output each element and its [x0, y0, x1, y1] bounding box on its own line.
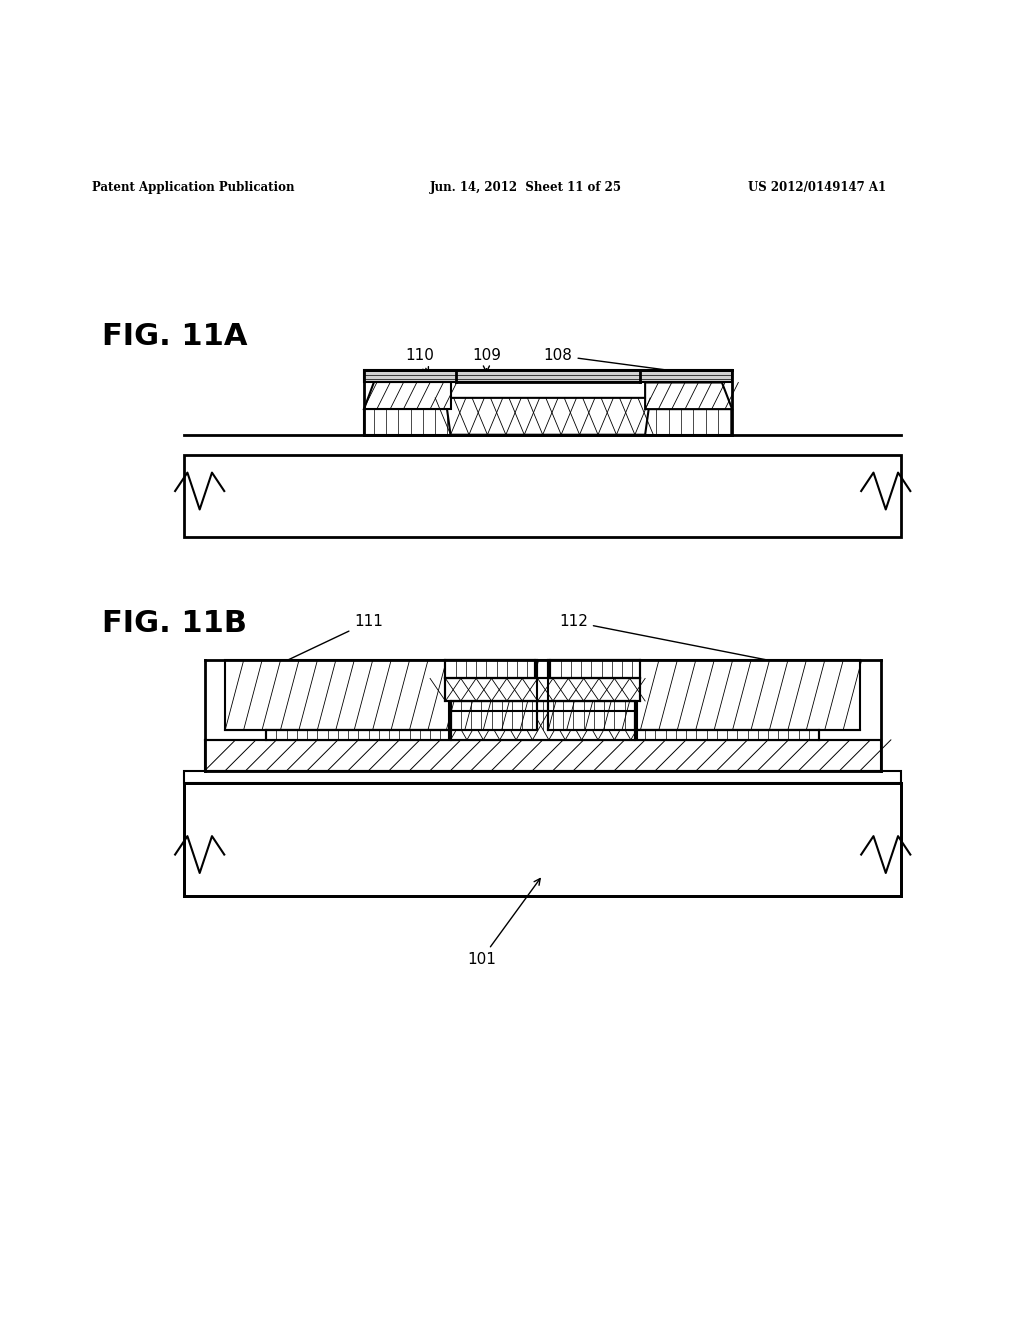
Bar [225, 660, 538, 730]
Bar [205, 741, 881, 771]
Bar [184, 771, 901, 783]
Polygon shape [364, 383, 451, 409]
Text: 108: 108 [544, 348, 718, 379]
Text: US 2012/0149147 A1: US 2012/0149147 A1 [748, 181, 886, 194]
Bar [364, 370, 732, 383]
Bar [364, 409, 732, 434]
FancyBboxPatch shape [184, 455, 901, 537]
Text: 109: 109 [472, 348, 501, 372]
Bar [184, 783, 901, 895]
Polygon shape [266, 701, 819, 741]
Bar [551, 660, 640, 678]
Bar [445, 678, 640, 701]
Text: 111: 111 [270, 614, 383, 668]
Polygon shape [645, 383, 732, 409]
Text: FIG. 11A: FIG. 11A [102, 322, 248, 351]
Text: 101: 101 [467, 879, 541, 966]
Bar [445, 660, 536, 678]
Bar [549, 660, 860, 730]
Text: Patent Application Publication: Patent Application Publication [92, 181, 295, 194]
Text: 110: 110 [406, 348, 434, 374]
Text: FIG. 11B: FIG. 11B [102, 609, 248, 638]
Bar [451, 711, 635, 741]
Text: Jun. 14, 2012  Sheet 11 of 25: Jun. 14, 2012 Sheet 11 of 25 [430, 181, 622, 194]
Text: 112: 112 [559, 614, 815, 671]
Polygon shape [445, 397, 650, 434]
